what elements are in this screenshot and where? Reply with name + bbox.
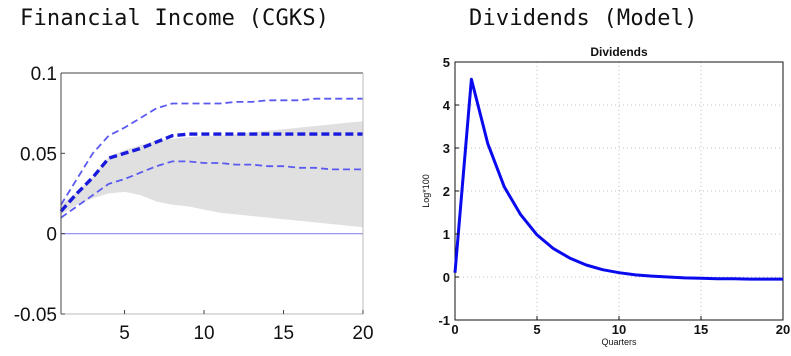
y-tick-label: 0 [46,225,57,246]
y-axis-label: Log*100 [421,174,431,208]
x-tick-label: 10 [612,322,626,337]
x-tick-label: 0 [451,322,458,337]
y-tick-label: 0.05 [20,144,57,165]
x-axis-label: Quarters [601,337,637,347]
y-tick-label: 4 [443,98,451,113]
chart-title: Dividends [590,45,648,59]
y-tick-label: -1 [438,313,450,328]
x-tick-label: 10 [193,323,214,344]
y-tick-label: 3 [443,141,450,156]
y-tick-label: 0.1 [31,64,57,85]
y-tick-label: -0.05 [14,305,57,326]
financial-income-chart: 0.1 0.05 0 -0.05 5 10 15 20 [14,64,374,344]
x-tick-label: 15 [273,323,294,344]
y-tick-label: 1 [443,227,450,242]
y-tick-label: 2 [443,184,450,199]
y-tick-label: 5 [443,55,450,70]
x-tick-label: 15 [694,322,708,337]
x-tick-label: 20 [352,323,373,344]
series-line-response [455,79,783,279]
x-tick-label: 5 [533,322,540,337]
x-tick-label: 20 [776,322,790,337]
x-tick-label: 5 [119,323,130,344]
y-tick-label: 0 [443,270,450,285]
